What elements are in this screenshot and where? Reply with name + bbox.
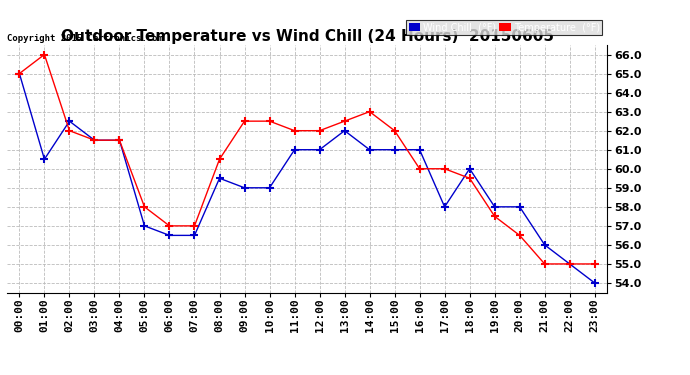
Title: Outdoor Temperature vs Wind Chill (24 Hours)  20150605: Outdoor Temperature vs Wind Chill (24 Ho… [61,29,553,44]
Text: Copyright 2015 Cartronics.com: Copyright 2015 Cartronics.com [7,33,163,42]
Legend: Wind Chill  (°F), Temperature  (°F): Wind Chill (°F), Temperature (°F) [406,20,602,35]
